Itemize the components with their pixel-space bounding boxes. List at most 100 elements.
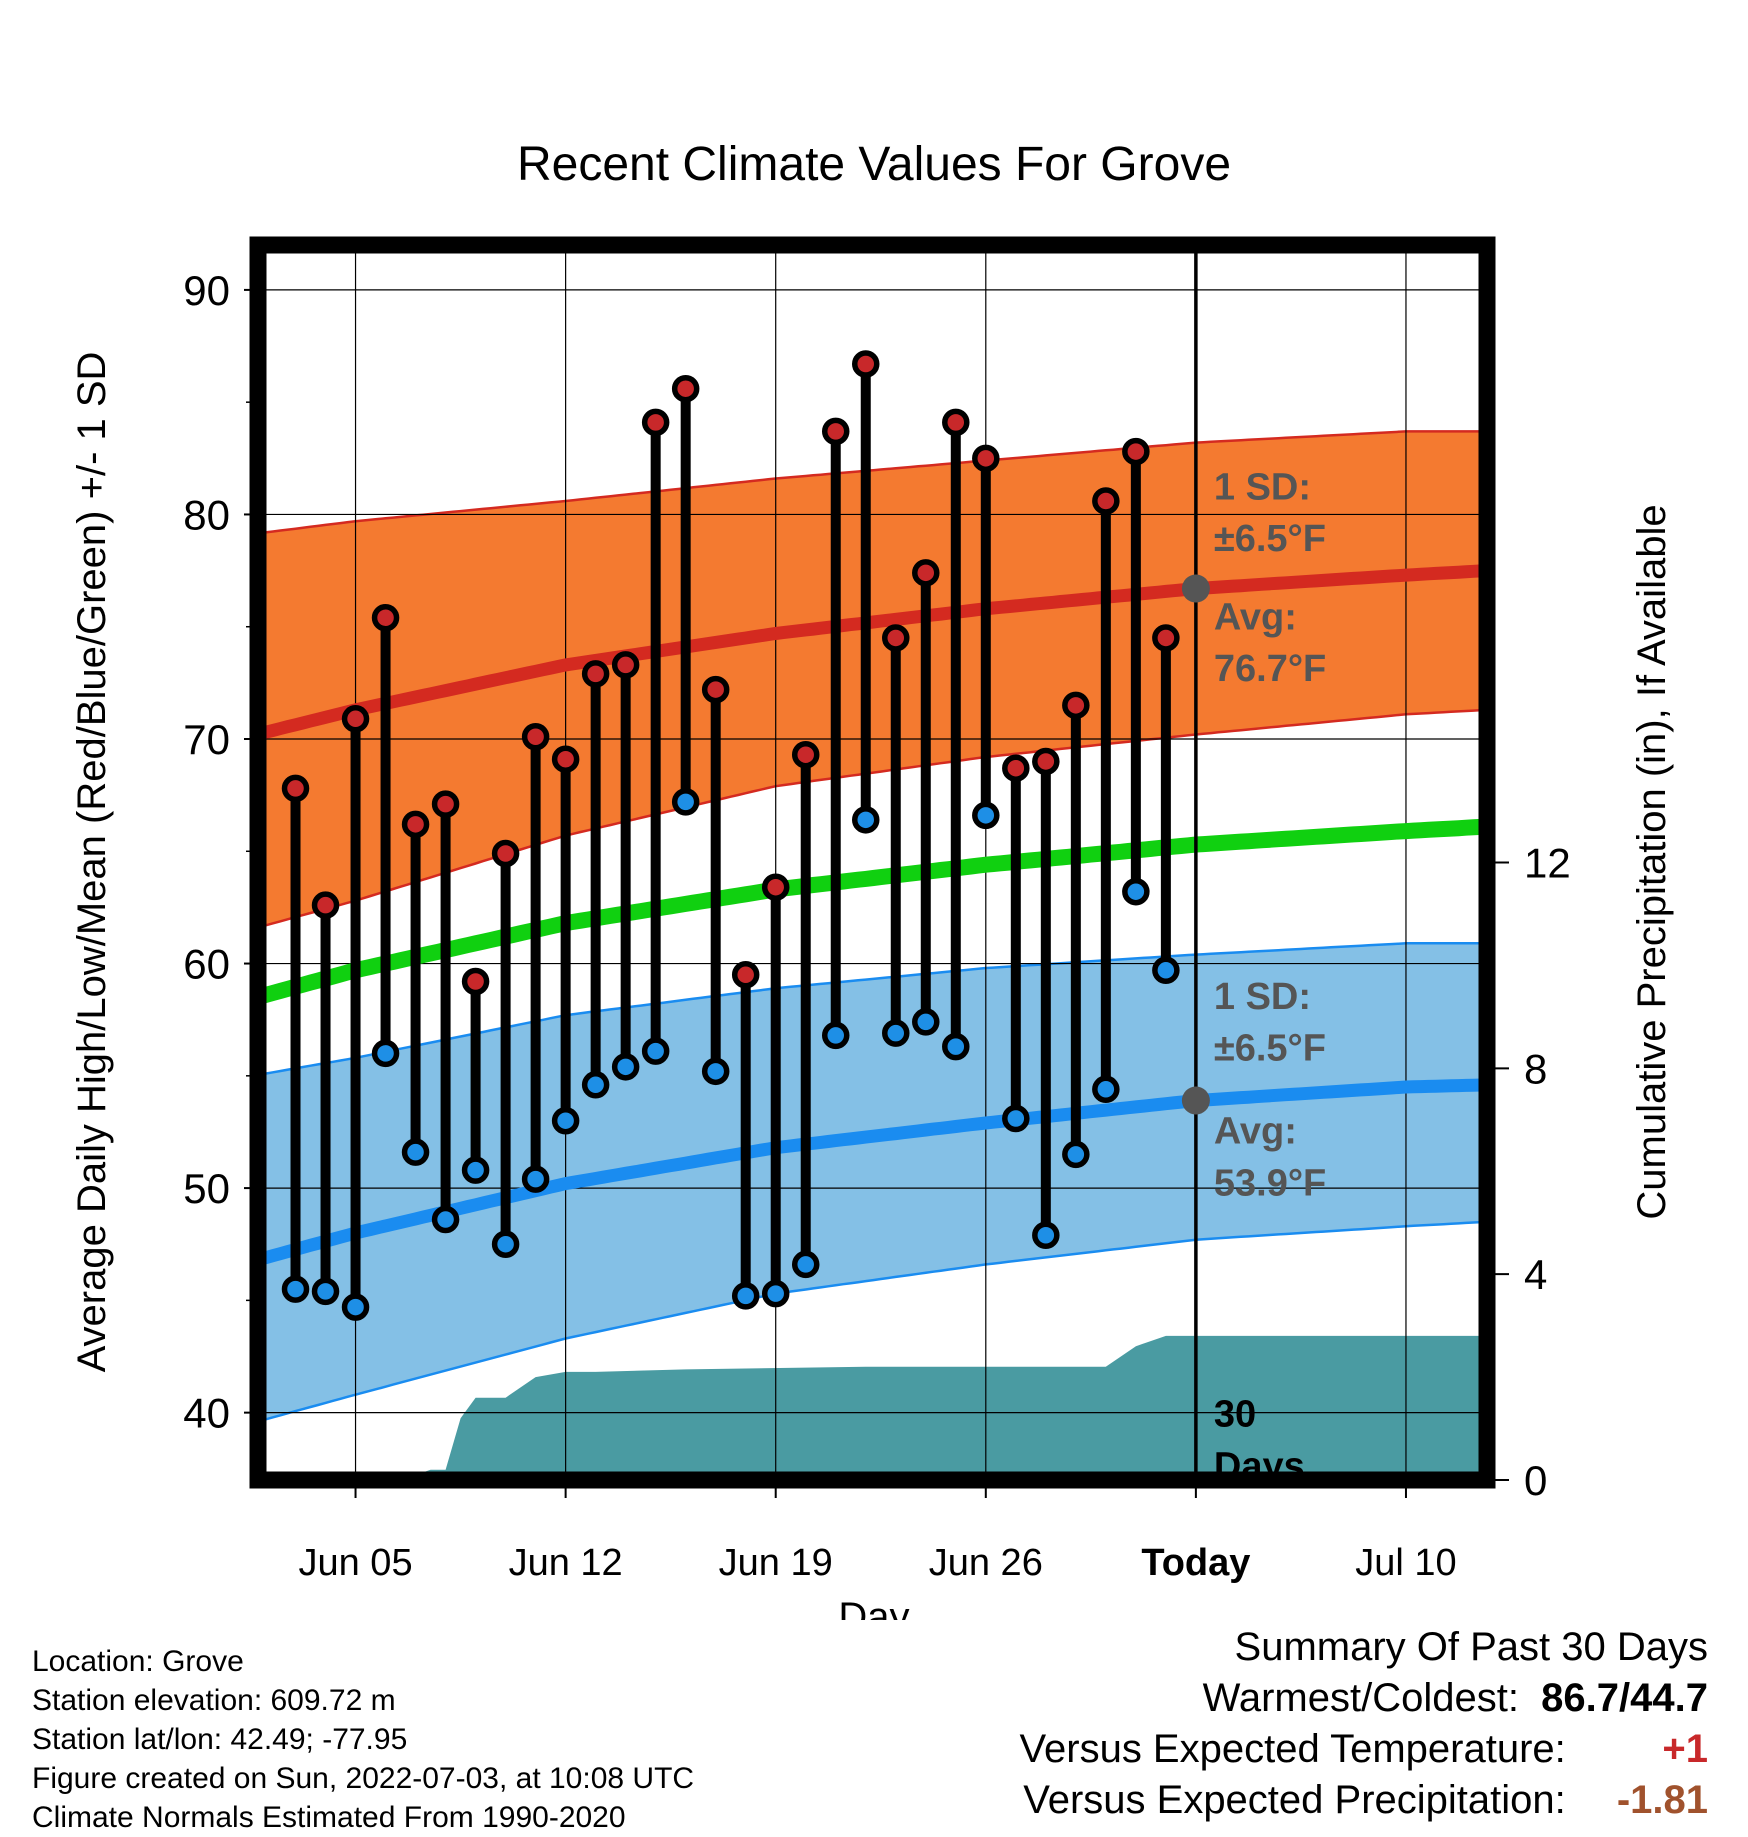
summary-precip-value: -1.81: [1616, 1778, 1708, 1822]
station-info: Location: Grove Station elevation: 609.7…: [32, 1642, 694, 1837]
chart-title: Recent Climate Values For Grove: [517, 138, 1231, 191]
daily-high-point: [281, 774, 310, 803]
figure-created: Figure created on Sun, 2022-07-03, at 10…: [32, 1762, 695, 1795]
daily-low-point: [581, 1071, 610, 1099]
daily-low-point: [851, 806, 880, 834]
daily-low-point: [371, 1039, 400, 1068]
y2-axis-label: Cumulative Precipitation (in), If Availa…: [1630, 504, 1674, 1219]
daily-low-point: [311, 1277, 340, 1306]
x-tick-label: Today: [1141, 1542, 1250, 1584]
daily-low-point: [701, 1057, 730, 1086]
low-avg-value: 53.9°F: [1214, 1162, 1326, 1204]
daily-low-point: [1092, 1075, 1120, 1104]
daily-low-point: [1122, 877, 1150, 906]
high-avg-label: Avg:: [1214, 597, 1297, 639]
window-days-number: 30: [1214, 1394, 1256, 1436]
daily-low-point: [431, 1205, 460, 1234]
daily-high-point: [851, 350, 880, 378]
y-tick-label: 40: [183, 1390, 230, 1437]
mean-avg-line: [258, 818, 1482, 1003]
daily-high-point: [761, 873, 790, 901]
summary-title: Summary Of Past 30 Days: [1234, 1625, 1708, 1669]
y2-tick-label: 4: [1524, 1251, 1547, 1298]
x-tick-label: Jul 10: [1355, 1542, 1456, 1584]
x-tick-label: Jun 12: [509, 1542, 623, 1584]
y-tick-label: 60: [183, 941, 230, 988]
summary-warm-cold-row: Warmest/Coldest: 86.7/44.7: [1020, 1673, 1708, 1724]
station-elevation: Station elevation: 609.72 m: [32, 1684, 396, 1717]
daily-high-point: [371, 603, 400, 632]
daily-high-point: [521, 723, 550, 751]
daily-high-point: [1092, 487, 1120, 515]
x-axis-label: Day: [838, 1595, 909, 1620]
high-avg-value: 76.7°F: [1214, 648, 1326, 690]
high-sd-label: 1 SD:: [1214, 466, 1311, 508]
daily-high-point: [1062, 691, 1090, 720]
summary-precip-row: Versus Expected Precipitation: -1.81: [1020, 1775, 1708, 1826]
y-tick-label: 90: [183, 267, 230, 314]
daily-high-point: [341, 705, 370, 733]
daily-high-point: [1122, 437, 1150, 466]
daily-high-point: [942, 408, 970, 437]
daily-high-point: [791, 740, 820, 769]
daily-high-point: [701, 675, 730, 704]
climate-normals-period: Climate Normals Estimated From 1990-2020: [32, 1801, 626, 1834]
daily-high-point: [882, 624, 910, 652]
y-tick-label: 70: [183, 716, 230, 763]
daily-low-point: [281, 1275, 310, 1303]
low-lower-line: [258, 1220, 1482, 1421]
x-tick-label: Jun 19: [719, 1542, 833, 1584]
daily-low-point: [1032, 1221, 1060, 1249]
daily-high-point: [912, 559, 940, 587]
y2-tick-label: 12: [1524, 840, 1571, 887]
summary-temp-row: Versus Expected Temperature: +1: [1020, 1724, 1708, 1775]
y-tick-label: 80: [183, 491, 230, 538]
daily-high-point: [641, 408, 670, 437]
daily-low-point: [611, 1053, 640, 1081]
daily-low-point: [1002, 1104, 1030, 1133]
daily-low-point: [761, 1279, 790, 1308]
daily-low-point: [912, 1008, 940, 1036]
x-tick-label: Jun 05: [298, 1542, 412, 1584]
low-avg-line: [258, 1078, 1482, 1265]
daily-high-point: [1002, 754, 1030, 782]
low-sd-label: 1 SD:: [1214, 976, 1311, 1018]
daily-high-point: [581, 660, 610, 688]
plot-inner: 1 SD: ±6.5°F Avg: 76.7°F 1 SD: ±6.5°F Avg: 53.9…: [258, 245, 1487, 1480]
daily-low-point: [791, 1250, 820, 1279]
daily-high-point: [731, 961, 760, 989]
daily-low-point: [671, 788, 700, 816]
daily-low-point: [1152, 956, 1180, 985]
daily-high-point: [431, 790, 460, 818]
plot-area: 1 SD: ±6.5°F Avg: 76.7°F 1 SD: ±6.5°F Avg: 53.9…: [70, 138, 1674, 1620]
low-avg-label: Avg:: [1214, 1111, 1297, 1153]
summary-warm-cold-value: 86.7/44.7: [1541, 1676, 1708, 1720]
daily-high-point: [461, 967, 490, 996]
daily-low-point: [942, 1032, 970, 1061]
today-low-avg-marker: [1181, 1086, 1210, 1115]
daily-low-point: [491, 1230, 520, 1258]
daily-high-point: [821, 417, 850, 446]
daily-high-point: [401, 810, 430, 839]
daily-high-point: [671, 374, 700, 403]
y-axis-label: Average Daily High/Low/Mean (Red/Blue/Gr…: [70, 352, 114, 1373]
daily-high-point: [551, 745, 580, 773]
daily-low-point: [401, 1138, 430, 1166]
daily-low-point: [1062, 1140, 1090, 1169]
summary-panel: Summary Of Past 30 Days Warmest/Coldest:…: [1020, 1622, 1708, 1826]
summary-warm-cold-label: Warmest/Coldest:: [1202, 1676, 1519, 1720]
daily-low-point: [821, 1021, 850, 1050]
daily-low-point: [641, 1037, 670, 1065]
daily-low-point: [551, 1106, 580, 1135]
daily-high-point: [1032, 747, 1060, 776]
daily-low-point: [731, 1282, 760, 1310]
x-tick-label: Jun 26: [929, 1542, 1043, 1584]
daily-low-point: [521, 1165, 550, 1193]
y2-tick-label: 0: [1524, 1457, 1547, 1504]
today-high-avg-marker: [1181, 574, 1210, 603]
daily-high-point: [491, 839, 520, 868]
daily-high-point: [1152, 624, 1180, 652]
high-sd-value: ±6.5°F: [1214, 518, 1326, 560]
station-location: Location: Grove: [32, 1645, 244, 1678]
daily-low-point: [882, 1019, 910, 1047]
